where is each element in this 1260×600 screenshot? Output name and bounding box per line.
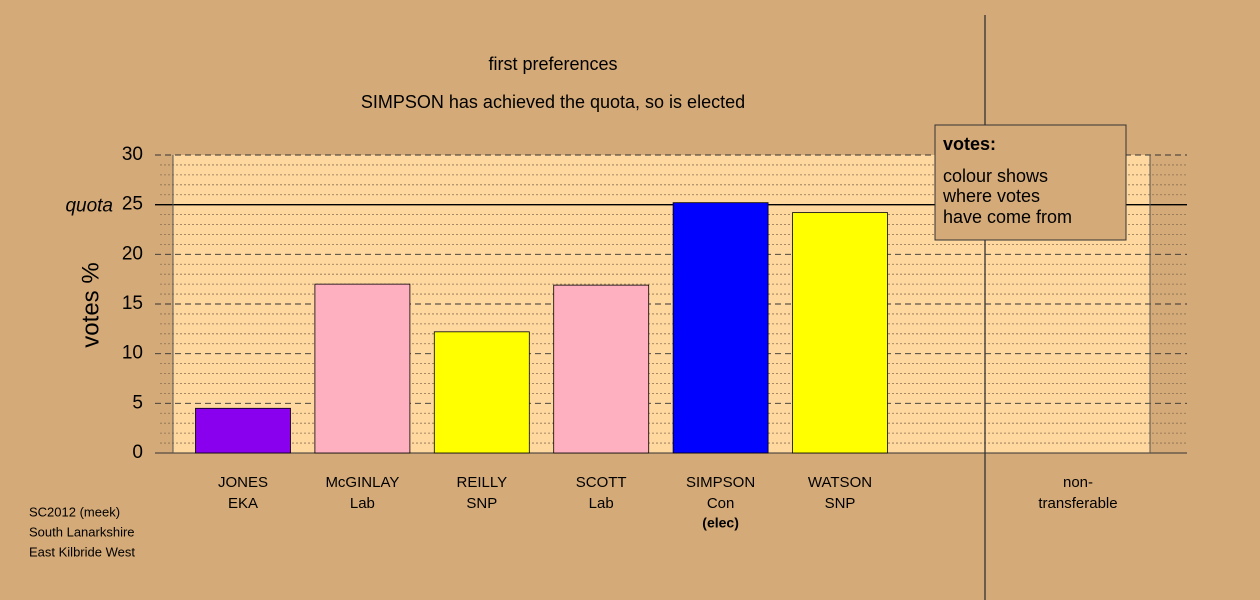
x-tick-label: JONES <box>218 474 268 491</box>
footer-text: SC2012 (meek) <box>29 504 120 519</box>
bar <box>433 331 530 454</box>
x-tick-sublabel: SNP <box>825 495 856 512</box>
legend-text: have come from <box>943 207 1072 227</box>
chart-subtitle: SIMPSON has achieved the quota, so is el… <box>361 92 745 112</box>
x-tick-label: non- <box>1063 474 1093 491</box>
chart-title: first preferences <box>488 54 617 74</box>
y-tick-label: 0 <box>132 442 143 463</box>
bar <box>314 283 411 454</box>
y-tick-label: 30 <box>122 144 143 165</box>
y-tick-label: 5 <box>132 392 143 413</box>
y-tick-label: 20 <box>122 243 143 264</box>
x-tick-sublabel: Lab <box>589 495 614 512</box>
footer-text: East Kilbride West <box>29 544 135 559</box>
x-tick-label: REILLY <box>457 474 508 491</box>
elected-note: (elec) <box>702 515 739 531</box>
bar <box>792 212 888 454</box>
x-tick-label: SIMPSON <box>686 474 755 491</box>
legend: votes: colour shows where votes have com… <box>934 124 1127 241</box>
x-tick-sublabel: Lab <box>350 495 375 512</box>
x-tick-label: transferable <box>1038 495 1117 512</box>
bar <box>553 284 650 454</box>
x-tick-sublabel: EKA <box>228 495 258 512</box>
legend-text: colour shows <box>943 166 1048 186</box>
x-tick-label: McGINLAY <box>325 474 399 491</box>
bar <box>195 407 291 454</box>
legend-title: votes: <box>943 134 996 154</box>
footer-text: South Lanarkshire <box>29 524 135 539</box>
y-tick-label: 15 <box>122 293 143 314</box>
y-axis-label: votes % <box>77 262 104 347</box>
x-tick-sublabel: SNP <box>466 495 497 512</box>
bar <box>672 202 769 454</box>
legend-box <box>934 124 1127 241</box>
legend-text: where votes <box>942 186 1040 206</box>
y-tick-label: 10 <box>122 343 143 364</box>
x-tick-label: WATSON <box>808 474 872 491</box>
x-tick-sublabel: Con <box>707 495 735 512</box>
x-tick-label: SCOTT <box>576 474 627 491</box>
y-tick-label: 25 <box>122 194 143 215</box>
quota-label: quota <box>65 196 113 217</box>
